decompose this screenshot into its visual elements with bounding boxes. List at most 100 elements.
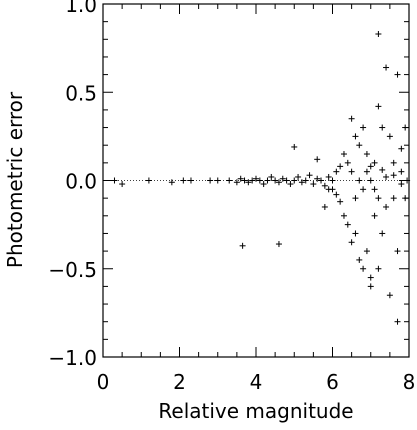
data-point	[379, 230, 386, 237]
data-point	[383, 64, 390, 71]
data-point	[402, 195, 409, 202]
tick-labels: 0 2 4 6 8 −1.0 −0.5 0.0 0.5 1.0	[48, 0, 415, 394]
data-point	[275, 241, 282, 248]
data-point	[233, 179, 240, 186]
data-point	[268, 173, 275, 180]
data-point	[390, 172, 397, 179]
data-point	[111, 177, 118, 184]
x-tick-label: 4	[250, 370, 263, 394]
data-point	[340, 212, 347, 219]
data-point	[295, 173, 302, 180]
x-tick-label: 6	[326, 370, 339, 394]
data-point	[394, 71, 401, 78]
data-point	[352, 133, 359, 140]
data-point	[226, 177, 233, 184]
data-point	[168, 179, 175, 186]
data-point	[348, 239, 355, 246]
data-point	[363, 168, 370, 175]
data-point	[321, 182, 328, 189]
data-point	[119, 181, 126, 188]
data-point	[360, 124, 367, 131]
y-tick-label: −1.0	[48, 346, 97, 370]
x-tick-label: 8	[403, 370, 416, 394]
data-point	[348, 115, 355, 122]
data-point	[356, 256, 363, 263]
data-point	[207, 177, 214, 184]
data-point	[398, 145, 405, 152]
data-point	[145, 177, 152, 184]
data-point	[279, 175, 286, 182]
data-point	[344, 221, 351, 228]
data-point	[348, 168, 355, 175]
data-point	[272, 177, 279, 184]
data-point	[214, 177, 221, 184]
data-point	[398, 181, 405, 188]
data-point	[291, 143, 298, 150]
data-point	[375, 31, 382, 38]
x-tick-label: 0	[97, 370, 110, 394]
data-point	[352, 195, 359, 202]
data-point	[180, 177, 187, 184]
data-point	[237, 175, 244, 182]
data-point	[360, 265, 367, 272]
data-point	[325, 186, 332, 193]
data-point	[367, 177, 374, 184]
data-point	[298, 179, 305, 186]
data-point	[379, 124, 386, 131]
data-point	[314, 156, 321, 163]
data-point	[318, 177, 325, 184]
data-point	[394, 248, 401, 255]
y-tick-label: −0.5	[48, 258, 97, 282]
data-point	[333, 168, 340, 175]
data-point	[333, 191, 340, 198]
data-point	[360, 186, 367, 193]
y-tick-label: 0.0	[65, 170, 97, 194]
x-axis-label: Relative magnitude	[158, 399, 353, 423]
data-point	[310, 181, 317, 188]
data-point	[337, 198, 344, 205]
data-point	[275, 179, 282, 186]
data-point	[371, 212, 378, 219]
data-point	[398, 168, 405, 175]
data-point	[356, 177, 363, 184]
data-point	[390, 195, 397, 202]
data-point	[383, 173, 390, 180]
y-axis-label: Photometric error	[3, 91, 27, 268]
data-points	[111, 31, 411, 325]
data-point	[264, 177, 271, 184]
data-point	[352, 230, 359, 237]
data-point	[367, 163, 374, 170]
data-point	[390, 159, 397, 166]
data-point	[239, 242, 246, 249]
data-point	[329, 177, 336, 184]
data-point	[386, 292, 393, 299]
data-point	[256, 177, 263, 184]
data-point	[379, 166, 386, 173]
data-point	[356, 142, 363, 149]
data-point	[249, 177, 256, 184]
data-point	[187, 177, 194, 184]
data-point	[306, 172, 313, 179]
x-tick-label: 2	[173, 370, 186, 394]
data-point	[386, 133, 393, 140]
data-point	[287, 181, 294, 188]
data-point	[260, 181, 267, 188]
data-point	[371, 186, 378, 193]
data-point	[367, 274, 374, 281]
y-tick-label: 0.5	[65, 81, 97, 105]
data-point	[404, 177, 411, 184]
data-point	[321, 203, 328, 210]
data-point	[253, 175, 259, 182]
data-point	[340, 151, 347, 158]
data-point	[337, 163, 344, 170]
data-point	[383, 203, 390, 210]
data-point	[325, 173, 332, 180]
data-point	[371, 159, 378, 166]
data-point	[344, 159, 351, 166]
data-point	[283, 177, 290, 184]
data-point	[245, 179, 252, 186]
data-point	[363, 248, 370, 255]
data-point	[314, 175, 321, 182]
data-point	[394, 318, 401, 325]
